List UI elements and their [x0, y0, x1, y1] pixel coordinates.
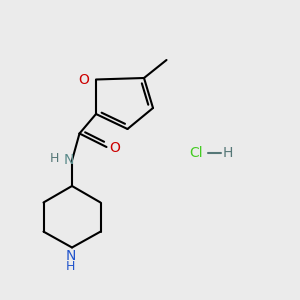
Text: N: N: [65, 250, 76, 263]
Text: H: H: [50, 152, 59, 165]
Text: H: H: [66, 260, 75, 273]
Text: Cl: Cl: [190, 146, 203, 160]
Text: O: O: [78, 73, 89, 86]
Text: O: O: [110, 141, 120, 154]
Text: H: H: [223, 146, 233, 160]
Text: N: N: [64, 154, 74, 167]
